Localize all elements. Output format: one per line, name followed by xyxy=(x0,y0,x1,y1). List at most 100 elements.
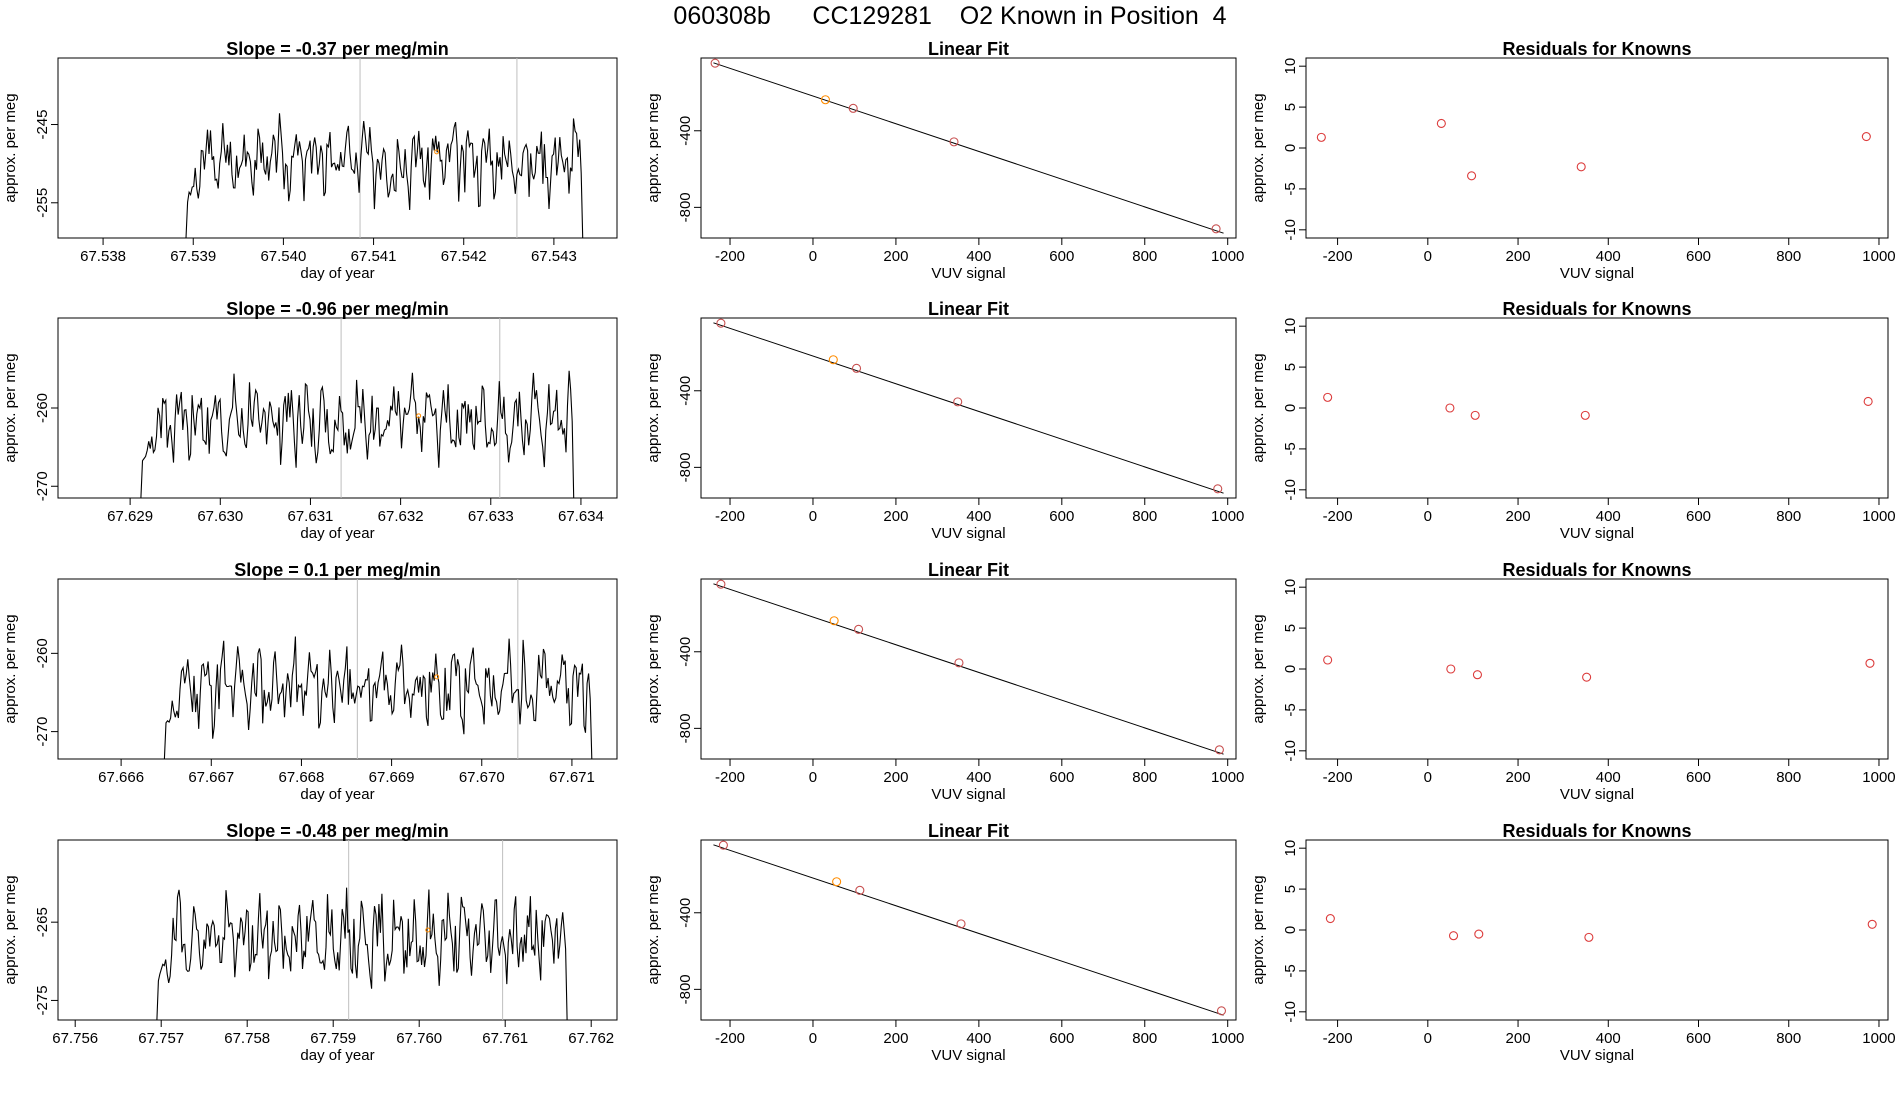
panel-7-x-tick-label: 67.670 xyxy=(459,769,505,786)
panel-10-data-trace xyxy=(156,887,568,1021)
panel-5-x-tick-label: 600 xyxy=(1049,508,1074,525)
panel-12-y-axis-label: approx. per meg xyxy=(1250,875,1267,984)
panel-5-x-tick-label: 200 xyxy=(883,508,908,525)
panel-3-x-tick-label: 600 xyxy=(1686,248,1711,265)
panel-7-known-marker xyxy=(434,674,440,680)
panel-1-x-tick-label: 67.538 xyxy=(80,248,126,265)
panel-7-y-tick-label: -260 xyxy=(34,638,51,668)
panel-2-y-tick-label: -400 xyxy=(677,116,694,146)
panel-4-x-axis-label: day of year xyxy=(300,525,374,542)
panel-4-x-tick-label: 67.633 xyxy=(468,508,514,525)
panel-6-x-tick-label: 200 xyxy=(1506,508,1531,525)
panel-5-x-tick-label: 400 xyxy=(966,508,991,525)
panel-2-x-tick-label: 1000 xyxy=(1211,248,1244,265)
panel-8-y-axis-label: approx. per meg xyxy=(645,614,662,723)
panel-5-fit-line xyxy=(713,322,1224,494)
panel-4-y-tick-label: -270 xyxy=(34,471,51,501)
panel-1-y-tick-label: -245 xyxy=(34,110,51,140)
panel-4-known-marker xyxy=(416,413,422,419)
panel-7-y-axis-label: approx. per meg xyxy=(2,614,19,723)
panel-2-x-tick-label: 800 xyxy=(1132,248,1157,265)
panel-8-data-point xyxy=(1214,745,1224,755)
panel-2-x-tick-label: 600 xyxy=(1049,248,1074,265)
panel-11-data-point xyxy=(718,840,728,850)
panel-11-title: Linear Fit xyxy=(928,821,1009,841)
panel-11-y-tick-label: -400 xyxy=(677,898,694,928)
panel-12-data-point xyxy=(1448,931,1459,941)
panel-9-x-tick-label: 1000 xyxy=(1862,769,1895,786)
panel-11-x-tick-label: 800 xyxy=(1132,1030,1157,1047)
panel-3-x-axis-label: VUV signal xyxy=(1560,265,1634,282)
panel-12-x-tick-label: -200 xyxy=(1323,1030,1353,1047)
panel-12-x-tick-label: 0 xyxy=(1424,1030,1432,1047)
panel-5-title: Linear Fit xyxy=(928,299,1009,319)
panel-8-y-tick-label: -800 xyxy=(677,713,694,743)
panel-5-data-point xyxy=(851,363,862,373)
panel-4-x-tick-label: 67.629 xyxy=(107,508,153,525)
panel-9-y-tick-label: 10 xyxy=(1282,579,1299,596)
panel-8-x-tick-label: 1000 xyxy=(1211,769,1244,786)
panel-10-x-tick-label: 67.759 xyxy=(310,1030,356,1047)
panel-8-data-point xyxy=(954,658,964,668)
panel-6-x-tick-label: 400 xyxy=(1596,508,1621,525)
panel-5-data-point xyxy=(1213,484,1223,494)
panel-11-x-axis-label: VUV signal xyxy=(931,1047,1005,1064)
panel-5-y-axis-label: approx. per meg xyxy=(645,353,662,462)
panel-9-x-tick-label: 600 xyxy=(1686,769,1711,786)
panel-12-x-axis-label: VUV signal xyxy=(1560,1047,1634,1064)
panel-1-y-axis-label: approx. per meg xyxy=(2,93,19,202)
panel-11-data-point xyxy=(1216,1006,1227,1016)
panel-3-x-tick-label: 400 xyxy=(1596,248,1621,265)
panel-1-x-tick-label: 67.541 xyxy=(351,248,397,265)
panel-6-x-tick-label: 600 xyxy=(1686,508,1711,525)
panel-1-data-trace xyxy=(185,113,584,239)
panel-11-x-tick-label: 200 xyxy=(883,1030,908,1047)
panel-4-x-tick-label: 67.634 xyxy=(558,508,604,525)
panel-7-x-tick-label: 67.668 xyxy=(278,769,324,786)
panel-3-x-tick-label: 200 xyxy=(1506,248,1531,265)
panel-9-y-tick-label: -5 xyxy=(1282,703,1299,716)
panel-11-x-tick-label: 0 xyxy=(809,1030,817,1047)
panel-1-y-tick-label: -255 xyxy=(34,188,51,218)
panel-9-y-tick-label: -10 xyxy=(1282,740,1299,762)
panel-11-data-point xyxy=(832,877,842,887)
panel-3-title: Residuals for Knowns xyxy=(1502,39,1691,59)
panel-5-x-tick-label: -200 xyxy=(715,508,745,525)
panel-10-y-axis-label: approx. per meg xyxy=(2,875,19,984)
panel-1-x-tick-label: 67.540 xyxy=(260,248,306,265)
panel-5-x-axis-label: VUV signal xyxy=(931,525,1005,542)
panel-3-y-tick-label: 5 xyxy=(1282,103,1299,111)
panel-7-x-tick-label: 67.666 xyxy=(98,769,144,786)
panel-4-y-axis-label: approx. per meg xyxy=(2,353,19,462)
panel-7-y-tick-label: -270 xyxy=(34,717,51,747)
figure-title: 060308b CC129281 O2 Known in Position 4 xyxy=(673,2,1227,30)
panel-11-x-tick-label: -200 xyxy=(715,1030,745,1047)
panel-8-x-tick-label: 200 xyxy=(883,769,908,786)
panel-11-plot-frame xyxy=(700,839,1237,1021)
panel-8-title: Linear Fit xyxy=(928,560,1009,580)
panel-6-data-point xyxy=(1445,403,1455,413)
panel-2-y-tick-label: -800 xyxy=(677,192,694,222)
panel-9-data-point xyxy=(1472,670,1482,680)
panel-12-x-tick-label: 400 xyxy=(1596,1030,1621,1047)
panel-6-x-tick-label: 1000 xyxy=(1862,508,1895,525)
panel-11-x-tick-label: 1000 xyxy=(1211,1030,1244,1047)
panel-3-data-point xyxy=(1316,132,1326,142)
panel-9-x-axis-label: VUV signal xyxy=(1560,786,1634,803)
panel-10-x-tick-label: 67.756 xyxy=(52,1030,98,1047)
panel-7-plot-frame xyxy=(57,578,618,760)
panel-4-x-tick-label: 67.631 xyxy=(288,508,334,525)
panel-8-fit-line xyxy=(713,583,1224,755)
panel-2-y-axis-label: approx. per meg xyxy=(645,93,662,202)
panel-10-x-tick-label: 67.760 xyxy=(396,1030,442,1047)
panel-9-x-tick-label: 200 xyxy=(1506,769,1531,786)
panel-12-x-tick-label: 200 xyxy=(1506,1030,1531,1047)
panel-12-plot-frame xyxy=(1305,839,1889,1021)
panel-10-x-axis-label: day of year xyxy=(300,1047,374,1064)
panel-2-title: Linear Fit xyxy=(928,39,1009,59)
panel-6-plot-frame xyxy=(1305,317,1889,499)
panel-6-data-point xyxy=(1580,410,1590,420)
panel-1-x-tick-label: 67.542 xyxy=(441,248,487,265)
panel-9-x-tick-label: 0 xyxy=(1424,769,1432,786)
panel-3-x-tick-label: 0 xyxy=(1424,248,1432,265)
